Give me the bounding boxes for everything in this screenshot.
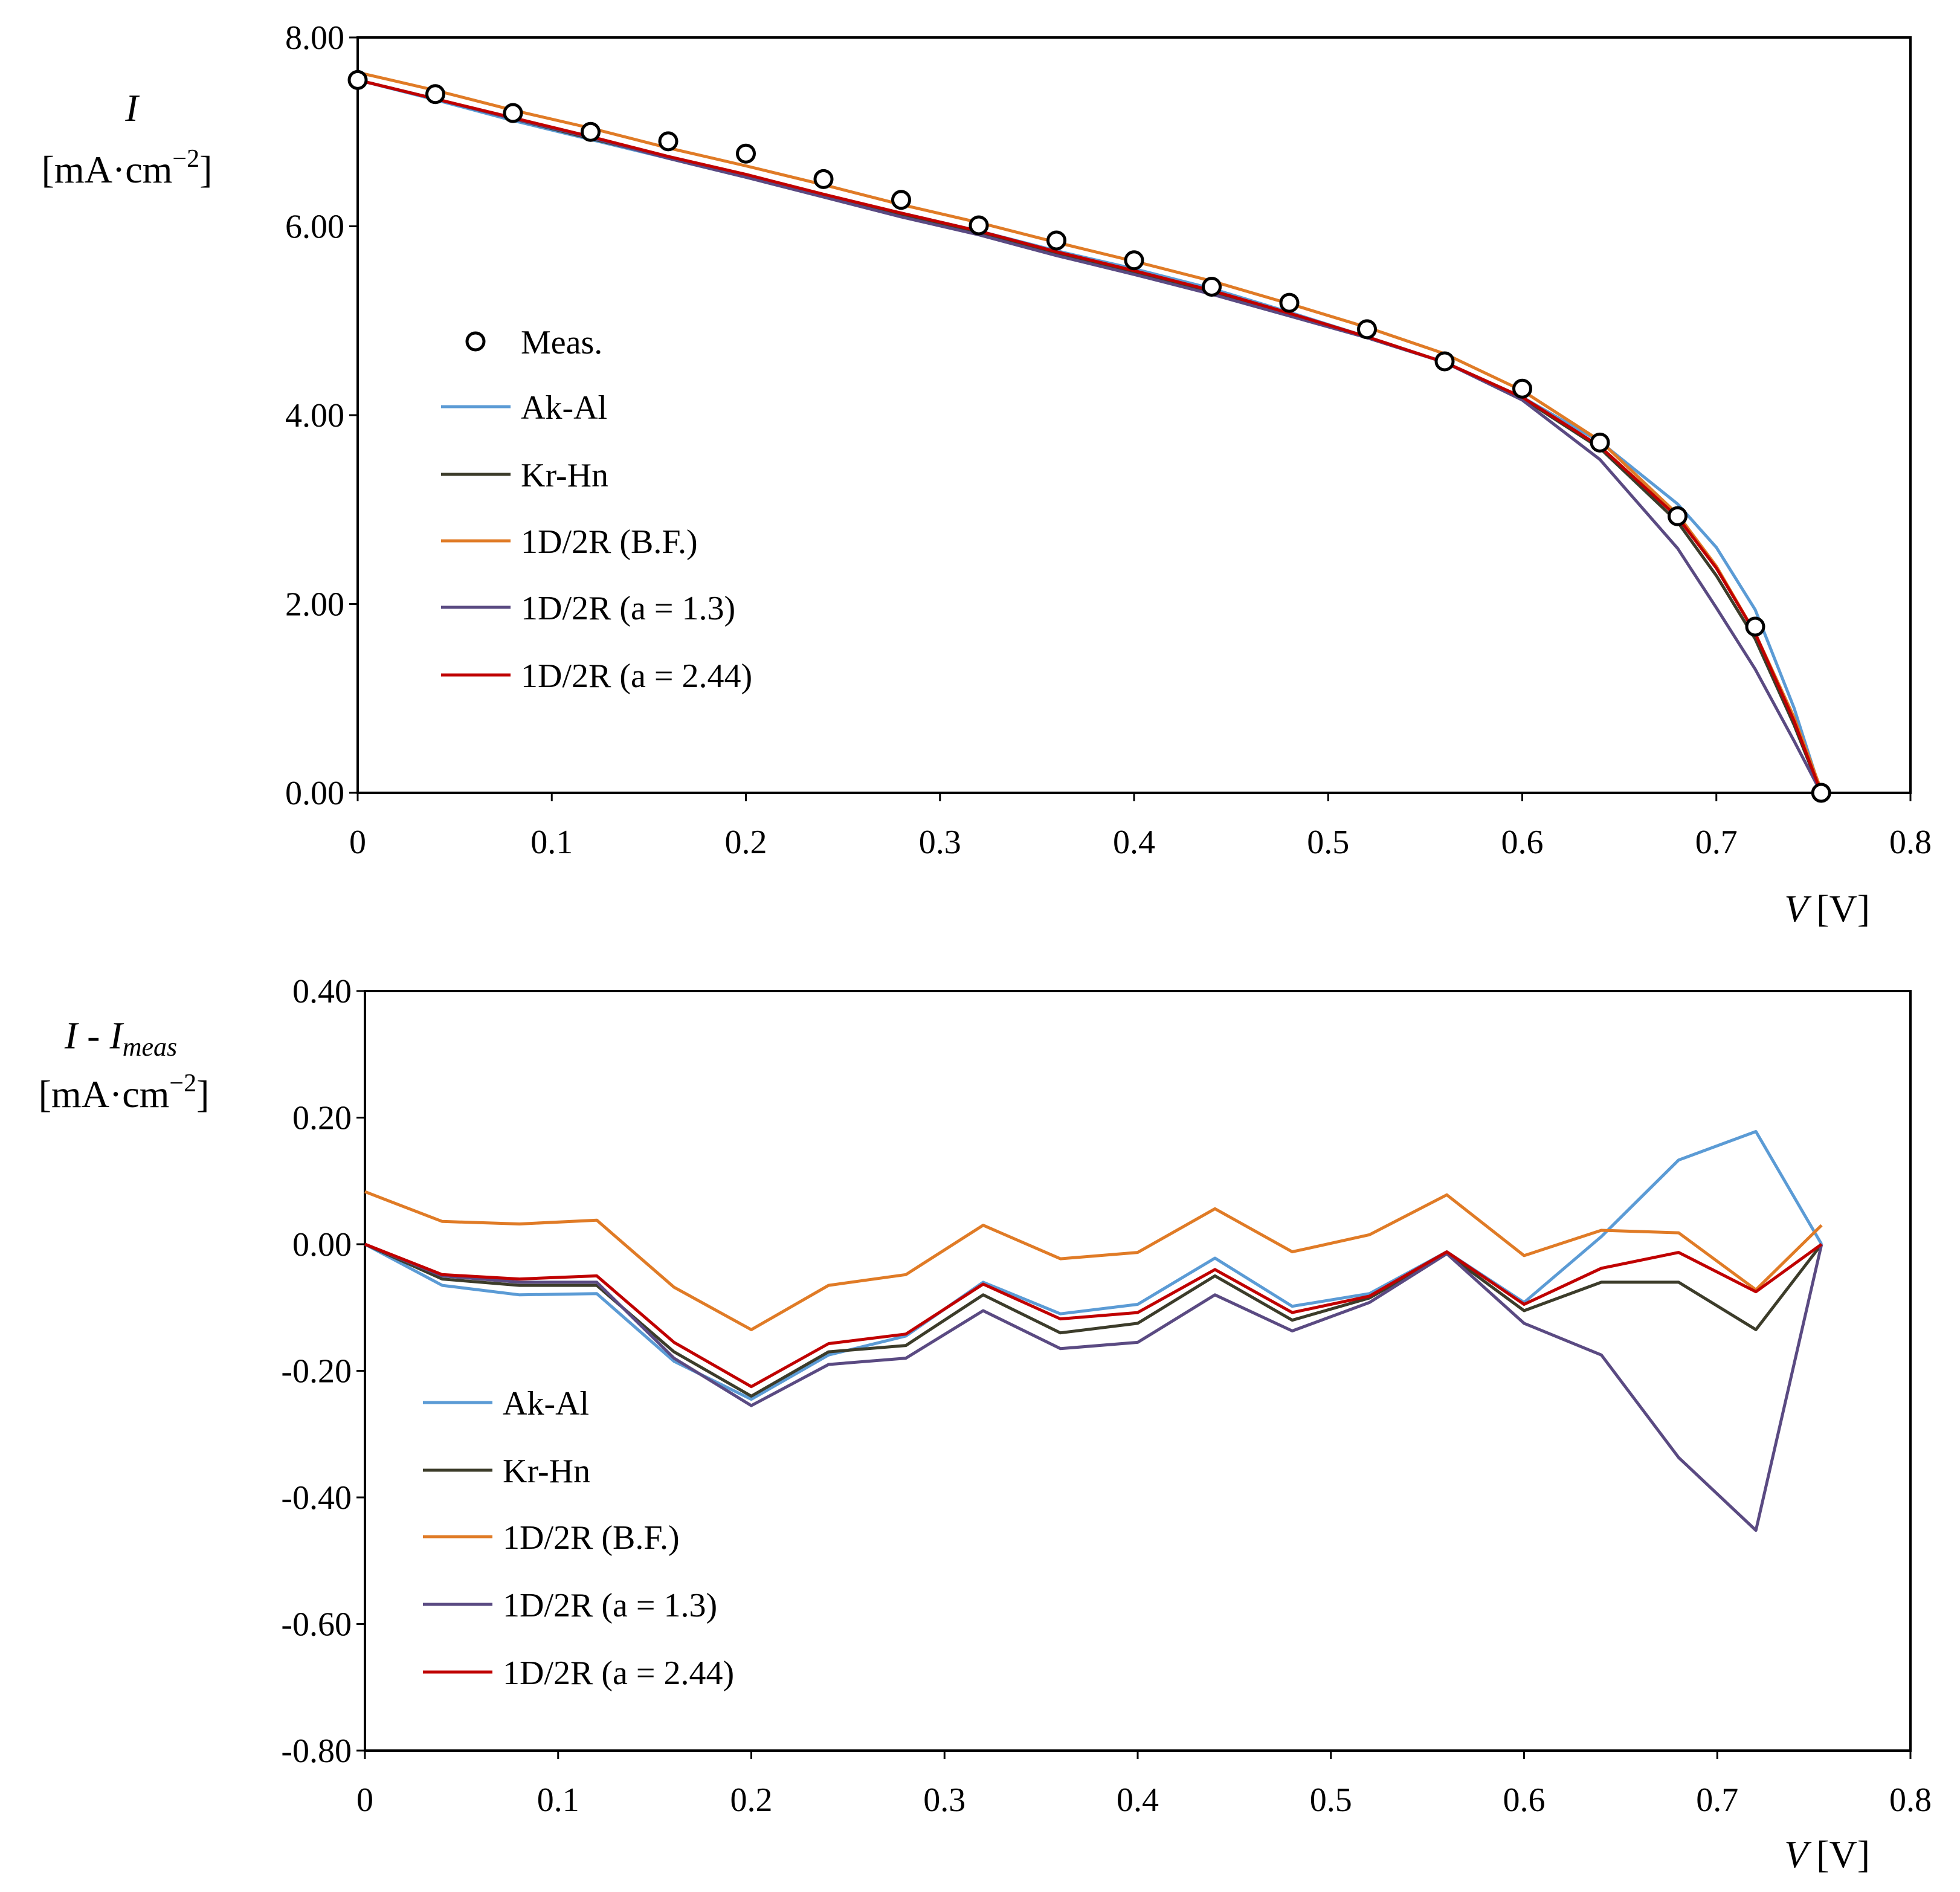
series-lines	[357, 71, 1823, 794]
x-axis-title: V [V]	[1784, 1833, 1870, 1876]
series-line-bf	[364, 1190, 1823, 1331]
meas-point	[1590, 432, 1610, 453]
y-tick-label: 2.00	[285, 586, 344, 624]
y-tick-labels: -0.80 -0.60 -0.40 -0.20 0.00 0.20 0.40	[281, 973, 365, 1770]
y-tick-label: 0.40	[292, 973, 352, 1010]
meas-point	[969, 215, 989, 236]
x-tick-label: 0.6	[1501, 824, 1544, 861]
y-axis-title-var: I	[124, 86, 140, 129]
legend-item-ak-al: Ak-Al	[423, 1385, 589, 1422]
legend-label-meas: Meas.	[521, 324, 602, 361]
legend-item-a244: 1D/2R (a = 2.44)	[441, 657, 752, 695]
meas-point	[891, 190, 911, 210]
y-tick-label: -0.40	[281, 1479, 352, 1517]
meas-point	[347, 69, 368, 90]
x-tick-label: 0	[356, 1781, 373, 1819]
x-tick-label: 0.8	[1889, 824, 1932, 861]
meas-point	[1279, 292, 1300, 313]
legend-label-a244: 1D/2R (a = 2.44)	[521, 657, 752, 695]
legend-item-a244: 1D/2R (a = 2.44)	[423, 1655, 734, 1692]
meas-point	[813, 169, 834, 189]
legend: Ak-Al Kr-Hn 1D/2R (B.F.) 1D/2R (a = 1.3)…	[423, 1385, 734, 1692]
legend-item-meas: Meas.	[465, 324, 602, 361]
x-tick-label: 0.7	[1696, 1781, 1738, 1819]
y-tick-labels: 0.00 2.00 4.00 6.00 8.00	[285, 19, 358, 812]
legend-label-kr-hn: Kr-Hn	[521, 457, 608, 494]
y-axis-title-var: I - Imeas	[64, 1014, 177, 1062]
meas-point	[425, 84, 445, 105]
x-tick-label: 0.6	[1503, 1781, 1546, 1819]
residual-panel: -0.80 -0.60 -0.40 -0.20 0.00 0.20 0.40 0 0.1 0.2…	[39, 973, 1932, 1876]
legend-item-kr-hn: Kr-Hn	[441, 457, 608, 494]
legend-item-a13: 1D/2R (a = 1.3)	[441, 590, 735, 627]
x-tick-label: 0.5	[1310, 1781, 1352, 1819]
y-tick-label: -0.20	[281, 1353, 352, 1390]
y-tick-label: 8.00	[285, 19, 344, 57]
meas-point	[1124, 250, 1144, 271]
meas-point	[658, 131, 679, 152]
series-line-a244	[357, 78, 1823, 793]
y-tick-label: 4.00	[285, 397, 344, 434]
legend-label-kr-hn: Kr-Hn	[503, 1453, 590, 1490]
x-tick-label: 0.1	[537, 1781, 579, 1819]
meas-point	[1745, 616, 1765, 637]
y-tick-label: 0.00	[292, 1226, 352, 1264]
x-tick-labels: 0 0.1 0.2 0.3 0.4 0.5 0.6 0.7 0.8	[356, 1751, 1932, 1819]
y-tick-label: 0.00	[285, 775, 344, 812]
y-tick-label: 6.00	[285, 208, 344, 246]
meas-point	[736, 143, 756, 164]
legend-label-ak-al: Ak-Al	[503, 1385, 589, 1422]
x-tick-label: 0.7	[1695, 824, 1738, 861]
x-tick-label: 0.2	[725, 824, 767, 861]
series-line-a13	[364, 1242, 1823, 1532]
measured-markers	[347, 69, 1831, 803]
meas-point	[1357, 319, 1377, 340]
legend-item-ak-al: Ak-Al	[441, 389, 607, 427]
meas-point	[1434, 351, 1455, 372]
legend-marker-meas	[465, 331, 486, 352]
series-line-a244	[364, 1242, 1823, 1389]
meas-point	[1668, 506, 1688, 526]
x-tick-label: 0.1	[530, 824, 573, 861]
y-tick-label: -0.80	[281, 1732, 352, 1770]
legend-item-a13: 1D/2R (a = 1.3)	[423, 1587, 717, 1624]
x-tick-label: 0.4	[1113, 824, 1155, 861]
x-axis-title: V [V]	[1784, 887, 1870, 930]
legend-label-bf: 1D/2R (B.F.)	[521, 523, 698, 561]
y-tick-label: 0.20	[292, 1100, 352, 1137]
meas-point	[503, 103, 523, 123]
meas-point	[581, 121, 601, 142]
meas-point	[1811, 783, 1831, 803]
series-lines	[364, 1130, 1823, 1532]
x-tick-label: 0	[349, 824, 366, 861]
y-axis-title-unit: [mA·cm−2]	[42, 145, 213, 191]
x-tick-labels: 0 0.1 0.2 0.3 0.4 0.5 0.6 0.7 0.8	[349, 793, 1932, 861]
legend-item-bf: 1D/2R (B.F.)	[423, 1519, 680, 1557]
y-tick-label: -0.60	[281, 1606, 352, 1644]
x-tick-label: 0.4	[1117, 1781, 1159, 1819]
legend-label-bf: 1D/2R (B.F.)	[503, 1519, 680, 1557]
x-tick-label: 0.2	[730, 1781, 773, 1819]
meas-point	[1202, 277, 1222, 297]
legend-label-a244: 1D/2R (a = 2.44)	[503, 1655, 734, 1692]
legend-label-a13: 1D/2R (a = 1.3)	[521, 590, 735, 627]
series-line-ak_al	[364, 1130, 1823, 1401]
legend-label-ak-al: Ak-Al	[521, 389, 607, 427]
legend-item-kr-hn: Kr-Hn	[423, 1453, 590, 1490]
x-tick-label: 0.8	[1889, 1781, 1932, 1819]
meas-point	[1046, 230, 1066, 251]
iv-curve-panel: 0.00 2.00 4.00 6.00 8.00 0 0.1 0.2 0.3 0.4 0.5 0.6…	[42, 19, 1932, 930]
x-tick-label: 0.5	[1307, 824, 1349, 861]
meas-point	[1512, 378, 1532, 399]
x-tick-label: 0.3	[919, 824, 961, 861]
legend-label-a13: 1D/2R (a = 1.3)	[503, 1587, 717, 1624]
y-axis-title-unit: [mA·cm−2]	[39, 1070, 210, 1116]
plot-area-frame	[364, 990, 1912, 1752]
x-tick-label: 0.3	[923, 1781, 965, 1819]
legend-item-bf: 1D/2R (B.F.)	[441, 523, 698, 561]
legend: Meas. Ak-Al Kr-Hn 1D/2R (B.F.) 1D/2R (a …	[441, 324, 752, 695]
